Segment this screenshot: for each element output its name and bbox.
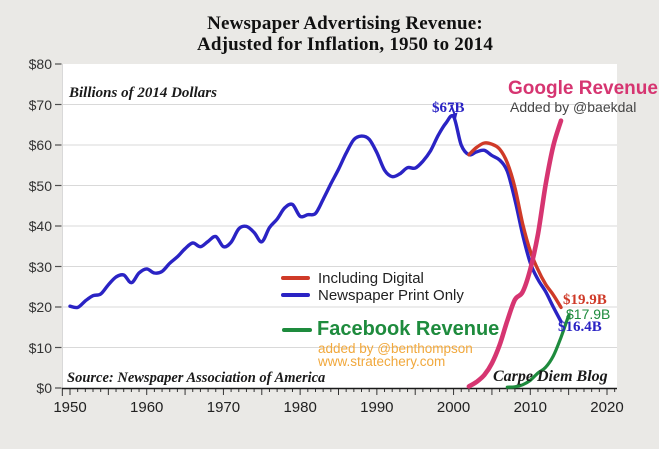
series-line-newspaper-print-only [68,114,563,324]
legend-label-print-only: Newspaper Print Only [318,287,464,304]
end-value-digital: $19.9B [563,292,607,308]
chart-title: Newspaper Advertising Revenue: Adjusted … [65,13,625,55]
x-tick-label-1960: 1960 [130,399,164,416]
series-line-including-digital [467,141,563,310]
y-tick-label-60: $60 [28,137,52,153]
google-credit-label: Added by @baekdal [510,99,637,115]
legend-swatch-facebook [282,328,312,332]
y-tick-label-80: $80 [28,56,52,72]
source-note: Source: Newspaper Association of America [67,370,326,386]
end-value-print: $16.4B [558,319,602,335]
y-tick-label-40: $40 [28,218,52,234]
facebook-revenue-label: Facebook Revenue [317,318,500,340]
x-tick-label-2000: 2000 [436,399,471,416]
peak-annotation-arrowhead [450,112,458,119]
units-note: Billions of 2014 Dollars [69,85,217,101]
chart-title-line2: Adjusted for Inflation, 1950 to 2014 [196,34,494,55]
x-tick-label-1950: 1950 [53,399,87,416]
y-tick-label-0: $0 [36,380,52,396]
legend-label-including-digital: Including Digital [318,270,424,287]
chart-title-line1: Newspaper Advertising Revenue: [207,13,483,34]
y-tick-label-50: $50 [28,177,52,194]
x-tick-label-2010: 2010 [513,399,547,416]
google-revenue-label: Google Revenue [508,78,658,99]
legend-swatch-print-only [281,293,310,297]
x-tick-label-1990: 1990 [360,399,394,416]
y-tick-label-10: $10 [28,339,52,356]
peak-annotation-arrow [450,104,456,115]
series-line-google-revenue [466,118,564,389]
x-tick-label-2020: 2020 [590,399,624,416]
peak-value-label: $67B [432,100,465,116]
series-line-facebook-revenue [505,313,571,389]
y-tick-label-30: $30 [28,258,52,275]
end-value-facebook: $17.9B [566,306,611,322]
stratechery-url-label: www.stratechery.com [318,354,446,369]
x-tick-label-1970: 1970 [206,399,241,416]
legend-swatch-including-digital [281,276,310,280]
x-tick-label-1980: 1980 [283,399,317,416]
facebook-credit-label: added by @benthompson [318,341,473,356]
carpe-diem-blog-label: Carpe Diem Blog [493,368,608,385]
y-tick-label-70: $70 [28,96,52,113]
y-tick-label-20: $20 [28,299,52,315]
google-annotation: Google Revenue Added by @baekdal [508,78,658,116]
